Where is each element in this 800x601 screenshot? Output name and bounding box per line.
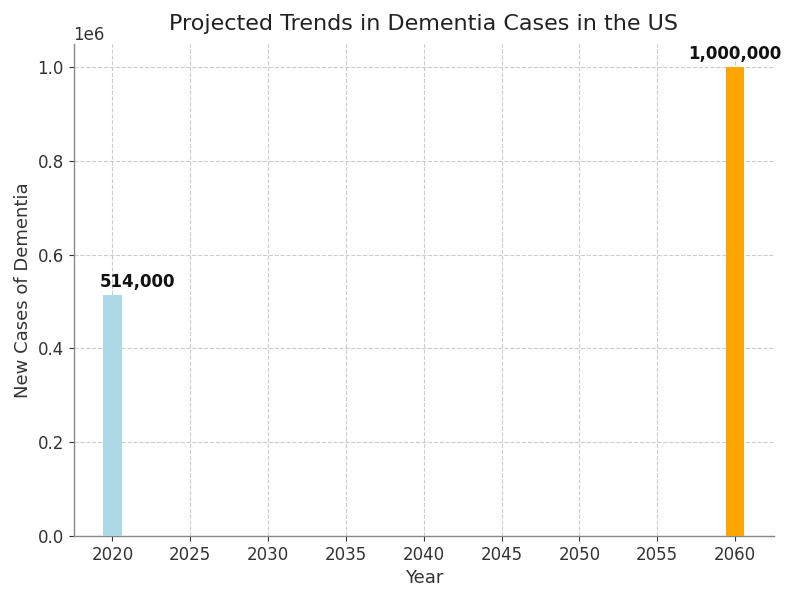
Y-axis label: New Cases of Dementia: New Cases of Dementia: [14, 182, 32, 398]
Bar: [103, 295, 122, 536]
Text: 514,000: 514,000: [100, 273, 175, 291]
X-axis label: Year: Year: [405, 569, 443, 587]
Bar: [726, 67, 744, 536]
Title: Projected Trends in Dementia Cases in the US: Projected Trends in Dementia Cases in th…: [170, 14, 678, 34]
Text: 1,000,000: 1,000,000: [688, 46, 782, 64]
